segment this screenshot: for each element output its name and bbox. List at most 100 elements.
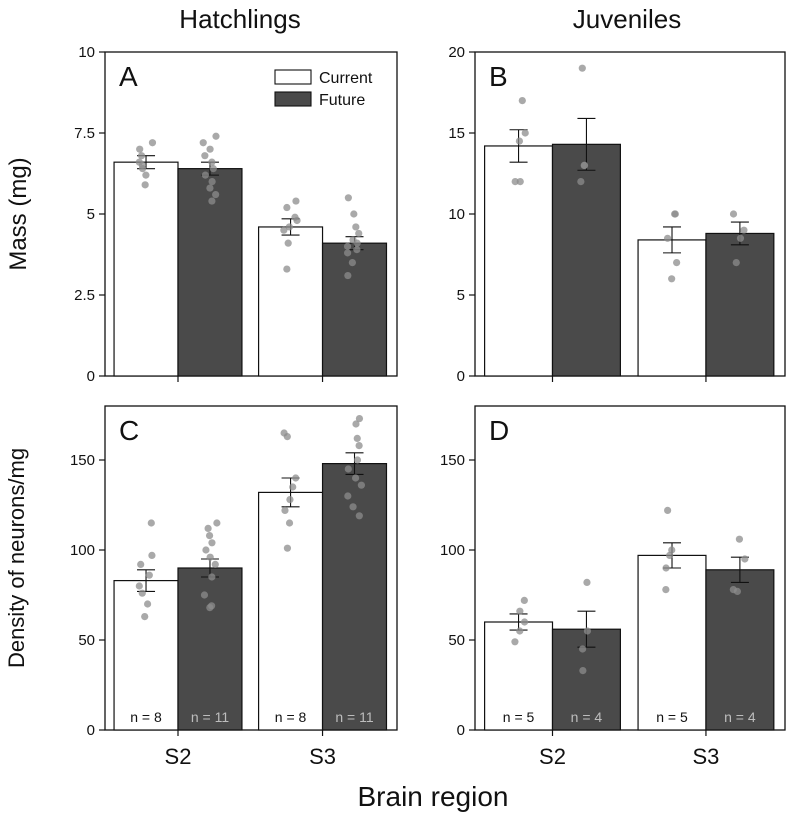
data-point	[201, 152, 209, 160]
y-tick-label: 150	[70, 452, 95, 469]
panel-b: 0 5 10 15 20 B	[448, 44, 786, 385]
y-tick-label: 100	[440, 542, 465, 559]
data-point	[344, 194, 352, 202]
data-point	[138, 165, 147, 173]
data-point	[202, 546, 210, 554]
data-point	[143, 600, 152, 608]
x-tick-label-s2: S2	[165, 744, 192, 769]
data-point	[205, 532, 214, 540]
panels: 0 2.5 5 7.5 10 A Current Future 0 5 10 15 20 B 0 50 100 1…	[70, 44, 786, 769]
data-point	[201, 171, 209, 179]
n-label: n = 5	[503, 709, 535, 725]
data-point	[204, 524, 212, 533]
data-point	[666, 551, 674, 560]
data-point	[740, 226, 748, 234]
y-tick-label: 10	[78, 44, 95, 61]
data-point	[200, 591, 209, 599]
data-point	[209, 165, 217, 173]
bar-current-s2	[113, 161, 179, 377]
data-point	[145, 571, 153, 579]
y-tick-label: 0	[87, 368, 95, 385]
data-point	[511, 638, 519, 646]
data-point	[735, 535, 744, 543]
data-point	[348, 259, 356, 267]
data-point	[206, 184, 214, 192]
y-axis-label-mass: Mass (mg)	[5, 157, 32, 270]
data-point	[136, 145, 144, 153]
data-point	[206, 553, 214, 561]
data-point	[281, 506, 289, 514]
data-point	[729, 586, 737, 594]
data-point	[280, 226, 288, 234]
data-point	[353, 246, 361, 254]
x-tick-label-s3: S3	[692, 744, 719, 769]
data-point	[729, 210, 738, 218]
legend-label-future: Future	[319, 92, 365, 109]
data-point	[664, 506, 672, 514]
data-point	[357, 481, 365, 489]
bar-current-s3	[637, 554, 707, 731]
data-point	[577, 178, 585, 186]
n-label: n = 8	[275, 709, 307, 725]
bar-future-s3	[705, 569, 775, 731]
data-point	[135, 582, 143, 590]
data-point	[283, 544, 292, 552]
bar-future-s2	[177, 567, 243, 731]
data-point	[349, 503, 357, 511]
n-label: n = 8	[130, 709, 162, 725]
data-point	[212, 132, 220, 140]
data-point	[668, 546, 676, 554]
y-tick-label: 2.5	[74, 287, 95, 304]
data-point	[135, 158, 143, 166]
data-point	[521, 129, 529, 137]
data-point	[291, 213, 299, 221]
y-tick-label: 100	[70, 542, 95, 559]
data-point	[741, 555, 749, 563]
data-point	[344, 465, 352, 473]
data-point	[208, 573, 216, 581]
data-point	[578, 64, 586, 72]
data-point	[515, 137, 524, 145]
y-tick-label: 15	[448, 125, 465, 142]
data-point	[355, 415, 364, 423]
data-point	[579, 667, 587, 675]
data-point	[137, 560, 145, 569]
data-point	[206, 145, 214, 153]
data-point	[352, 223, 360, 231]
x-tick-label-s3: S3	[309, 744, 336, 769]
data-point	[138, 589, 146, 597]
data-point	[344, 249, 352, 257]
legend-swatch-future	[274, 91, 312, 107]
column-title-hatchlings: Hatchlings	[179, 4, 300, 34]
data-point	[353, 434, 361, 442]
data-point	[736, 234, 745, 242]
plot-frame	[474, 405, 786, 731]
panel-letter: A	[119, 61, 138, 92]
data-point	[285, 519, 294, 527]
data-point	[283, 265, 291, 273]
panel-c: 0 50 100 150 S2 S3 Cn = 8 n = 8 n = 11 n = 11	[70, 405, 398, 769]
legend-swatch-current	[274, 69, 312, 85]
x-tick-label-s2: S2	[539, 744, 566, 769]
data-point	[580, 161, 589, 169]
panel-a: 0 2.5 5 7.5 10 A Current Future	[74, 44, 398, 385]
n-label: n = 5	[656, 709, 688, 725]
data-point	[518, 97, 526, 105]
y-axis-label-density: Density of neurons/mg	[4, 448, 29, 668]
x-axis-label: Brain region	[358, 781, 509, 812]
n-label: n = 4	[571, 709, 603, 725]
bar-future-s3	[705, 232, 775, 377]
data-point	[511, 178, 519, 186]
data-point	[208, 178, 216, 186]
legend-label-current: Current	[319, 70, 373, 87]
data-point	[212, 190, 220, 199]
plot-frame	[104, 405, 398, 731]
data-point	[343, 242, 352, 250]
data-point	[355, 442, 363, 450]
data-point	[208, 602, 216, 610]
data-point	[583, 578, 591, 587]
panel-letter: B	[489, 61, 508, 92]
y-tick-label: 0	[457, 368, 465, 385]
data-point	[211, 560, 219, 569]
